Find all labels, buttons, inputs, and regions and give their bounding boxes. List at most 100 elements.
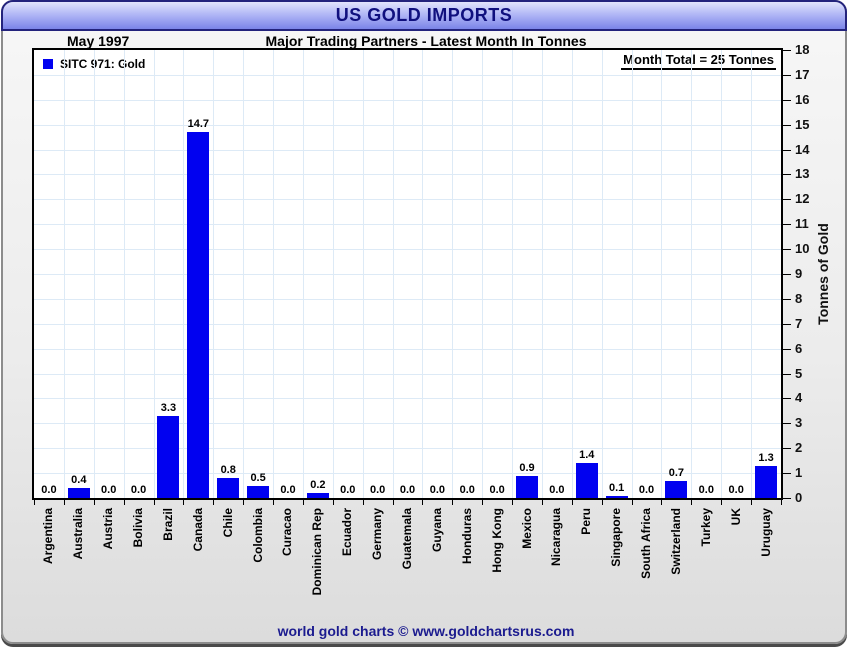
x-axis-tick — [183, 498, 185, 505]
bar-value-label: 0.4 — [71, 474, 87, 487]
bar-value-label: 14.7 — [187, 118, 210, 131]
horizontal-gridline — [34, 124, 781, 126]
bar-canada — [187, 132, 210, 498]
y-axis-tick — [781, 398, 791, 400]
bar-colombia — [247, 485, 270, 498]
vertical-gridline — [392, 50, 394, 498]
y-axis-tick — [781, 224, 791, 226]
y-axis-label: 4 — [795, 390, 803, 406]
y-axis-label: 15 — [795, 116, 810, 132]
bar-value-label: 0.0 — [280, 484, 296, 496]
x-axis-tick — [751, 498, 753, 505]
y-axis-title: Tonnes of Gold — [815, 223, 831, 325]
chart-subtitle: Major Trading Partners - Latest Month In… — [265, 33, 587, 49]
x-axis-label: Mexico — [519, 508, 534, 549]
vertical-gridline — [571, 50, 573, 498]
x-axis-label: South Africa — [639, 508, 654, 579]
x-axis-tick — [63, 498, 65, 505]
horizontal-gridline — [34, 473, 781, 475]
vertical-gridline — [273, 50, 275, 498]
x-axis-label: Switzerland — [668, 508, 683, 575]
y-axis-label: 9 — [795, 266, 803, 281]
horizontal-gridline — [34, 74, 781, 76]
bar-value-label: 0.8 — [220, 464, 236, 477]
vertical-gridline — [631, 50, 633, 498]
y-axis-label: 14 — [795, 141, 810, 157]
vertical-gridline — [452, 50, 454, 498]
x-axis-tick — [721, 498, 723, 505]
vertical-gridline — [601, 50, 603, 498]
x-axis-label: Ecuador — [340, 508, 355, 557]
y-axis-label: 7 — [795, 315, 803, 331]
bar-value-label: 0.0 — [698, 484, 714, 496]
bar-value-label: 0.5 — [250, 471, 266, 484]
horizontal-gridline — [34, 448, 781, 450]
horizontal-gridline — [34, 398, 781, 400]
x-axis-label: Germany — [370, 508, 385, 561]
horizontal-gridline — [34, 199, 781, 201]
y-axis-tick — [781, 50, 791, 51]
horizontal-gridline — [34, 348, 781, 350]
y-axis-label: 2 — [795, 440, 803, 456]
x-axis-tick — [482, 498, 484, 505]
x-axis-tick — [34, 498, 35, 505]
x-axis-tick — [213, 498, 215, 505]
y-axis-tick — [781, 199, 791, 201]
vertical-gridline — [332, 50, 334, 498]
y-axis-tick — [781, 448, 791, 450]
x-axis-label: Guatemala — [400, 508, 414, 570]
x-axis-label: Singapore — [609, 508, 624, 567]
x-axis-label: UK — [728, 508, 743, 526]
bar-value-label: 0.0 — [489, 484, 505, 496]
y-axis-label: 8 — [795, 290, 803, 306]
bar-switzerland — [665, 480, 688, 498]
x-axis-tick — [781, 498, 782, 505]
bar-value-label: 1.3 — [758, 451, 774, 464]
bar-brazil — [157, 415, 180, 498]
x-axis-label: Bolivia — [131, 508, 146, 548]
x-axis-label: Argentina — [41, 508, 56, 565]
bar-singapore — [605, 495, 628, 498]
y-axis-label: 5 — [795, 365, 803, 381]
x-axis-tick — [541, 498, 543, 505]
vertical-gridline — [63, 50, 65, 498]
vertical-gridline — [482, 50, 484, 498]
y-axis-tick — [781, 298, 791, 300]
vertical-gridline — [512, 50, 514, 498]
x-axis-label: Peru — [579, 508, 594, 535]
bar-value-label: 3.3 — [160, 401, 177, 414]
horizontal-gridline — [34, 274, 781, 275]
x-axis-tick — [302, 498, 304, 505]
x-axis-tick — [153, 498, 155, 505]
horizontal-gridline — [34, 149, 781, 151]
x-axis-tick — [392, 498, 394, 505]
bar-uruguay — [755, 465, 778, 498]
x-axis-tick — [512, 498, 514, 505]
bar-value-label: 0.0 — [130, 484, 147, 496]
x-axis-label: Turkey — [698, 508, 713, 547]
x-axis-label: Dominican Rep — [310, 508, 325, 596]
y-axis-tick — [781, 498, 791, 499]
x-axis-label: Honduras — [459, 508, 474, 565]
bar-value-label: 0.9 — [519, 461, 535, 474]
x-axis-label: Canada — [190, 508, 205, 552]
vertical-gridline — [362, 50, 364, 498]
title-banner: US GOLD IMPORTS — [1, 0, 847, 31]
y-axis-label: 0 — [795, 490, 803, 505]
bar-chile — [217, 478, 240, 498]
vertical-gridline — [183, 50, 185, 498]
x-axis-label: Curacao — [280, 508, 295, 557]
vertical-gridline — [243, 50, 245, 498]
y-axis-label: 10 — [795, 241, 810, 257]
x-axis-tick — [691, 498, 693, 505]
bar-australia — [67, 488, 90, 498]
vertical-gridline — [93, 50, 95, 498]
vertical-gridline — [123, 50, 125, 498]
y-axis-label: 1 — [795, 465, 803, 481]
bar-value-label: 1.4 — [579, 449, 595, 462]
vertical-gridline — [422, 50, 424, 498]
x-axis-tick — [601, 498, 603, 505]
vertical-gridline — [541, 50, 543, 498]
horizontal-gridline — [34, 423, 781, 425]
